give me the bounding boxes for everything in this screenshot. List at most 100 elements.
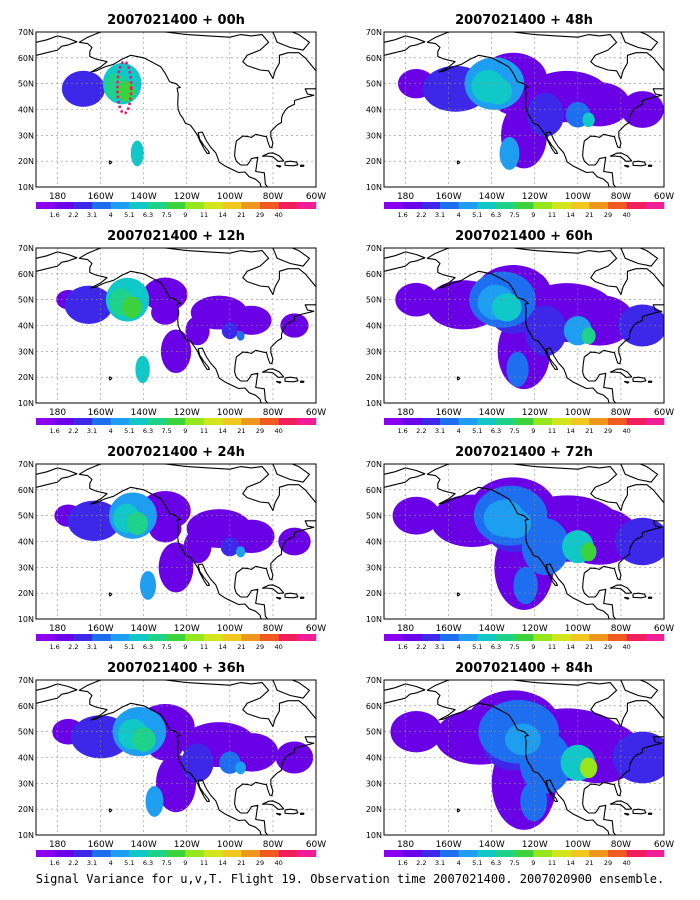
- coastline: [275, 380, 282, 384]
- colorbar-swatch: [36, 418, 55, 425]
- colorbar-swatch: [589, 634, 609, 641]
- colorbar-label: 4: [457, 211, 461, 219]
- figure-caption: Signal Variance for u,v,T. Flight 19. Ob…: [35, 872, 665, 886]
- colorbar-swatch: [589, 850, 609, 857]
- colorbar-label: 3.1: [435, 643, 445, 651]
- variance-contour: [149, 514, 182, 543]
- lat-tick-label: 40N: [366, 106, 382, 115]
- colorbar-label: 14: [567, 211, 575, 219]
- colorbar-swatch: [36, 850, 55, 857]
- lat-tick-label: 60N: [366, 54, 382, 63]
- lon-tick-label: 120W: [522, 408, 548, 418]
- panel-title: 2007021400 + 84h: [455, 661, 593, 676]
- colorbar-label: 5.1: [472, 211, 482, 219]
- lon-tick-label: 120W: [174, 624, 200, 634]
- coastline: [456, 160, 461, 165]
- map-frame: [35, 679, 317, 836]
- lat-tick-label: 60N: [18, 702, 34, 711]
- lon-tick-label: 120W: [522, 192, 548, 202]
- coastline: [666, 728, 680, 740]
- lat-tick-label: 40N: [18, 754, 34, 763]
- map-panel: 2007021400 + 36h 70N 60N 50N 40N 30N 20N 10N 180…: [18, 661, 326, 867]
- colorbar-swatch: [608, 850, 627, 857]
- colorbar-swatch: [148, 202, 167, 209]
- colorbar-swatch: [260, 634, 279, 641]
- lon-tick-label: 100W: [565, 624, 591, 634]
- colorbar-label: 3.1: [435, 859, 445, 867]
- lat-tick-label: 10N: [18, 399, 34, 408]
- colorbar-swatch: [421, 418, 441, 425]
- map-panel: 2007021400 + 72h 70N 60N 50N 40N 30N 20N 10N 180…: [366, 445, 674, 651]
- lat-tick-label: 40N: [18, 322, 34, 331]
- colorbar-label: 1.6: [49, 427, 59, 435]
- lon-tick-label: 60W: [306, 192, 326, 202]
- lat-tick-label: 50N: [366, 512, 382, 521]
- colorbar-label: 4: [457, 427, 461, 435]
- colorbar-label: 11: [200, 211, 208, 219]
- coastline: [36, 467, 78, 488]
- variance-contour: [505, 723, 541, 756]
- colorbar-swatch: [440, 418, 459, 425]
- lon-tick-label: 100W: [565, 840, 591, 850]
- colorbar-label: 40: [275, 859, 283, 867]
- lat-tick-label: 40N: [366, 754, 382, 763]
- variance-contour: [220, 536, 240, 557]
- colorbar-swatch: [278, 418, 298, 425]
- variance-contour: [181, 743, 214, 782]
- colorbar-swatch: [129, 418, 149, 425]
- colorbar-label: 2.2: [68, 211, 78, 219]
- colorbar-swatch: [185, 850, 205, 857]
- colorbar-label: 5.1: [124, 859, 134, 867]
- colorbar-swatch: [458, 418, 478, 425]
- variance-contour: [126, 511, 148, 535]
- colorbar-swatch: [514, 418, 534, 425]
- lat-tick-label: 50N: [366, 80, 382, 89]
- lon-tick-label: 60W: [654, 408, 674, 418]
- colorbar-label: 6.3: [491, 643, 501, 651]
- coastline: [299, 596, 305, 599]
- colorbar-swatch: [570, 634, 590, 641]
- lon-tick-label: 100W: [217, 840, 243, 850]
- lon-tick-label: 180: [397, 408, 414, 418]
- colorbar-swatch: [384, 418, 403, 425]
- colorbar-swatch: [496, 202, 515, 209]
- colorbar-label: 14: [219, 643, 227, 651]
- lat-tick-label: 70N: [366, 676, 382, 685]
- colorbar-label: 2.2: [416, 211, 426, 219]
- colorbar-label: 4: [109, 643, 113, 651]
- variance-contour: [521, 518, 570, 576]
- coastline: [261, 152, 285, 162]
- lon-tick-label: 80W: [611, 840, 631, 850]
- colorbar-swatch: [496, 418, 515, 425]
- colorbar-label: 5.1: [472, 427, 482, 435]
- variance-contour: [506, 351, 529, 387]
- lon-tick-label: 100W: [565, 408, 591, 418]
- map-frame: [383, 463, 665, 620]
- coastline: [609, 800, 633, 810]
- variance-contour: [390, 711, 443, 753]
- lon-tick-label: 80W: [263, 624, 283, 634]
- colorbar-swatch: [54, 202, 74, 209]
- coastline: [647, 812, 653, 815]
- colorbar-swatch: [533, 418, 553, 425]
- variance-contour: [275, 741, 314, 774]
- colorbar-swatch: [477, 202, 497, 209]
- colorbar-label: 3.1: [87, 211, 97, 219]
- lon-tick-label: 180: [397, 840, 414, 850]
- coastline: [36, 251, 78, 272]
- coastline: [275, 812, 282, 816]
- coastline: [299, 380, 305, 383]
- variance-contour: [143, 277, 188, 312]
- colorbar-label: 29: [256, 859, 264, 867]
- colorbar-swatch: [54, 634, 74, 641]
- colorbar-label: 40: [623, 859, 631, 867]
- coastline: [384, 251, 426, 272]
- colorbar-swatch: [129, 850, 149, 857]
- colorbar-label: 11: [200, 427, 208, 435]
- colorbar-swatch: [645, 850, 665, 857]
- colorbar-swatch: [402, 418, 422, 425]
- colorbar-label: 21: [585, 211, 593, 219]
- lon-tick-label: 60W: [306, 624, 326, 634]
- colorbar-swatch: [166, 634, 186, 641]
- coastline: [78, 248, 316, 403]
